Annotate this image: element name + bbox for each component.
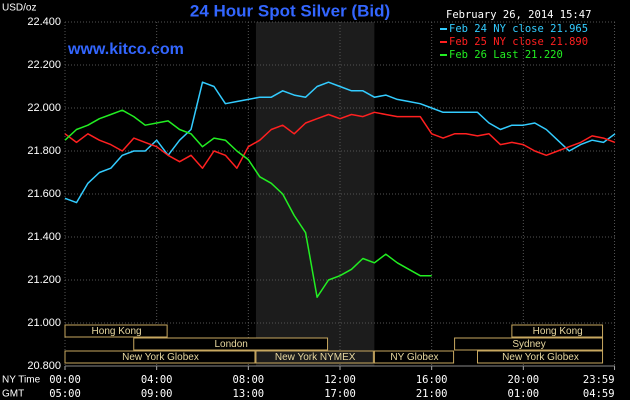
background-layer <box>64 21 616 367</box>
y-tick-label: 22.000 <box>27 102 61 114</box>
subtitle: www.kitco.com <box>67 41 184 58</box>
session-box <box>133 337 329 351</box>
timestamp: February 26, 2014 15:47 <box>446 9 591 21</box>
x2-tick-label: 21:00 <box>416 388 448 400</box>
session-box <box>511 324 604 338</box>
session-label: NY Globex <box>390 352 438 363</box>
x2-tick-label: 09:00 <box>141 388 173 400</box>
x-axis-label: NY Time <box>2 375 41 386</box>
session-label: London <box>214 339 247 350</box>
session-box <box>64 324 168 338</box>
x-tick-label: 12:00 <box>324 374 356 386</box>
session-label: New York Globex <box>122 352 199 363</box>
x2-tick-label: 04:59 <box>583 388 615 400</box>
x-tick-label: 23:59 <box>583 374 615 386</box>
series-line <box>64 109 432 298</box>
x2-axis-label: GMT <box>2 389 24 400</box>
series-line <box>64 81 616 204</box>
x-tick-label: 20:00 <box>508 374 540 386</box>
session-box <box>255 350 374 364</box>
legend-label: Feb 25 NY close 21.890 <box>449 36 588 48</box>
x2-tick-label: 05:00 <box>49 388 81 400</box>
session-box <box>477 350 604 364</box>
legend-label: Feb 26 Last 21.220 <box>449 49 563 61</box>
y-tick-label: 21.200 <box>27 274 61 286</box>
session-label: Hong Kong <box>92 326 142 337</box>
y-tick-label: 22.200 <box>27 59 61 71</box>
session-box <box>64 350 256 364</box>
series-line <box>64 111 616 169</box>
session-label: Sydney <box>512 339 545 350</box>
legend-label: Feb 24 NY close 21.965 <box>449 23 588 35</box>
x2-tick-label: 01:00 <box>508 388 540 400</box>
session-label: New York Globex <box>502 352 579 363</box>
session-label: New York NYMEX <box>275 352 356 363</box>
y-tick-label: 20.800 <box>27 360 61 372</box>
x-tick-label: 04:00 <box>141 374 173 386</box>
y-tick-label: 21.400 <box>27 231 61 243</box>
chart-title: 24 Hour Spot Silver (Bid) <box>190 1 390 20</box>
x-tick-label: 16:00 <box>416 374 448 386</box>
x2-tick-label: 13:00 <box>233 388 265 400</box>
y-tick-label: 22.400 <box>27 16 61 28</box>
y-tick-label: 21.600 <box>27 188 61 200</box>
session-box <box>373 350 455 364</box>
y-tick-label: 21.000 <box>27 317 61 329</box>
x2-tick-label: 17:00 <box>324 388 356 400</box>
x-tick-label: 00:00 <box>49 374 81 386</box>
y-axis-label: USD/oz <box>2 3 36 14</box>
session-box <box>454 337 604 351</box>
session-label: Hong Kong <box>533 326 583 337</box>
y-tick-label: 21.800 <box>27 145 61 157</box>
x-tick-label: 08:00 <box>233 374 265 386</box>
